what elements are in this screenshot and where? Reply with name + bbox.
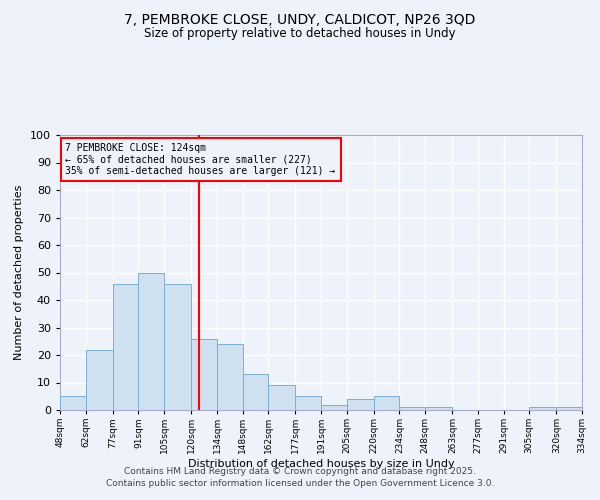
Bar <box>268 385 295 410</box>
Bar <box>242 374 268 410</box>
Bar <box>295 396 321 410</box>
Bar <box>139 272 164 410</box>
Bar <box>374 396 400 410</box>
X-axis label: Distribution of detached houses by size in Undy: Distribution of detached houses by size … <box>188 459 454 469</box>
Y-axis label: Number of detached properties: Number of detached properties <box>14 185 25 360</box>
Bar <box>529 407 556 410</box>
Bar <box>321 404 347 410</box>
Text: Size of property relative to detached houses in Undy: Size of property relative to detached ho… <box>144 28 456 40</box>
Bar <box>86 350 113 410</box>
Text: Contains HM Land Registry data © Crown copyright and database right 2025.
Contai: Contains HM Land Registry data © Crown c… <box>106 466 494 487</box>
Bar <box>425 407 452 410</box>
Bar <box>217 344 242 410</box>
Bar <box>164 284 191 410</box>
Bar <box>347 399 374 410</box>
Bar <box>60 396 86 410</box>
Text: 7, PEMBROKE CLOSE, UNDY, CALDICOT, NP26 3QD: 7, PEMBROKE CLOSE, UNDY, CALDICOT, NP26 … <box>124 12 476 26</box>
Bar <box>191 338 217 410</box>
Text: 7 PEMBROKE CLOSE: 124sqm
← 65% of detached houses are smaller (227)
35% of semi-: 7 PEMBROKE CLOSE: 124sqm ← 65% of detach… <box>65 143 336 176</box>
Bar <box>400 407 425 410</box>
Bar <box>556 407 582 410</box>
Bar <box>113 284 139 410</box>
